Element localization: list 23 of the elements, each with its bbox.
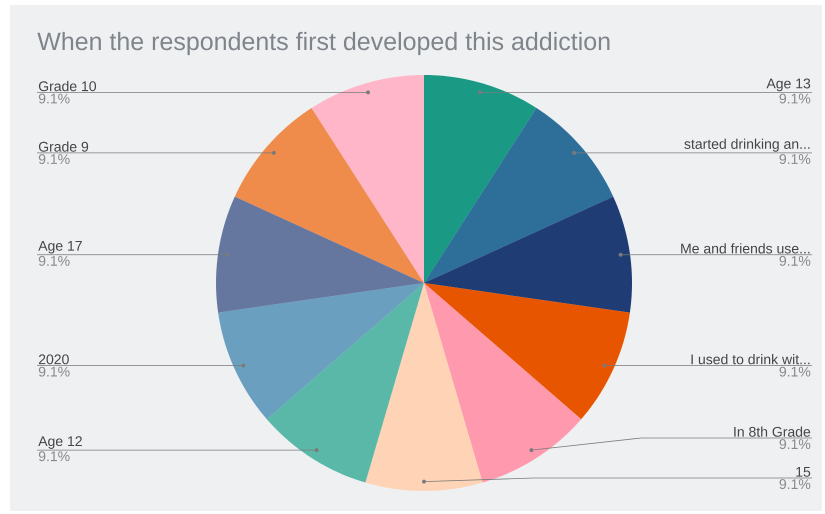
slice-label: Age 17 [38, 240, 82, 254]
slice-label: 15 [796, 467, 810, 477]
slice-label: Grade 10 [38, 80, 96, 92]
data-label: 9.1% [780, 479, 810, 490]
data-label: 9.1% [780, 366, 810, 377]
slice-label: Age 12 [38, 436, 82, 449]
slice-label: In 8th Grade [734, 426, 810, 437]
data-label: 9.1% [38, 154, 70, 164]
data-label: 9.1% [38, 256, 70, 266]
data-label: 9.1% [38, 94, 70, 104]
data-label: 9.1% [780, 439, 810, 450]
slice-label: started drinking an... [684, 138, 810, 152]
slice-label: Grade 9 [38, 141, 88, 152]
data-label: 9.1% [780, 154, 810, 164]
slice-label: Me and friends use... [681, 243, 810, 254]
data-label: 9.1% [38, 451, 70, 462]
slice-label: 2020 [38, 354, 69, 364]
data-label: 9.1% [38, 366, 70, 377]
chart-title: When the respondents first developed this addiction [37, 32, 610, 56]
slice-label: I used to drink wit... [691, 354, 810, 364]
data-label: 9.1% [780, 94, 810, 104]
data-label: 9.1% [780, 256, 810, 266]
slice-label: Age 13 [766, 78, 810, 92]
